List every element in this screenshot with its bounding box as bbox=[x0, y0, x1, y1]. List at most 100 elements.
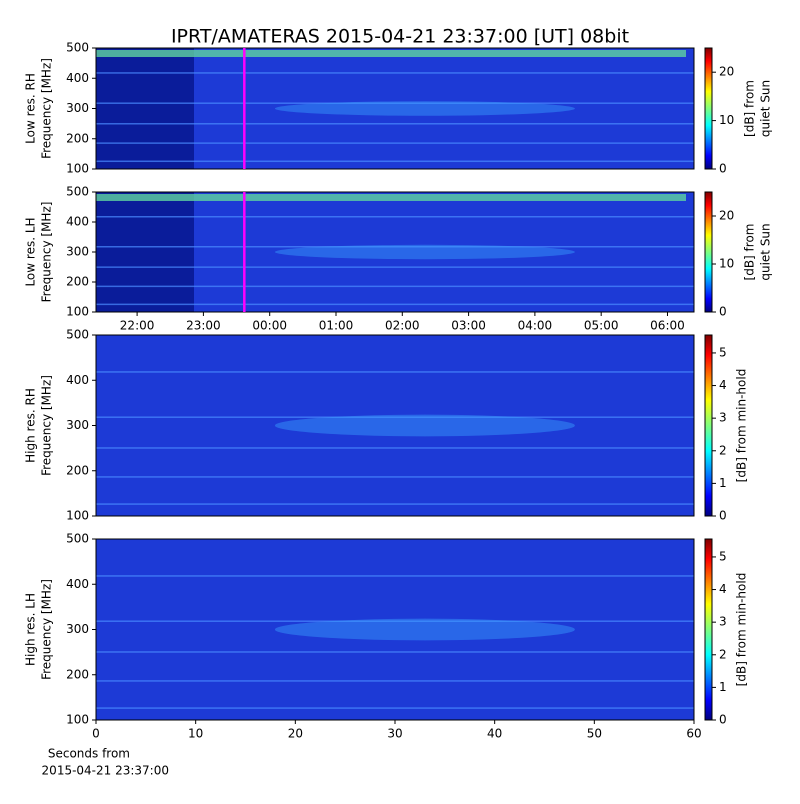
colorbar-tick-label: 3 bbox=[719, 411, 727, 425]
colorbar-label: quiet Sun bbox=[759, 80, 773, 137]
colorbar-tick-label: 0 bbox=[719, 713, 727, 727]
y-tick-label: 200 bbox=[66, 667, 89, 681]
band bbox=[96, 102, 694, 104]
x-tick-label: 20 bbox=[288, 727, 303, 741]
band bbox=[96, 503, 694, 505]
y-tick-label: 400 bbox=[66, 373, 89, 387]
colorbar-tick-label: 5 bbox=[719, 345, 727, 359]
x-tick-label: 60 bbox=[686, 727, 701, 741]
x-tick-label: 05:00 bbox=[584, 319, 619, 333]
emission bbox=[274, 618, 575, 641]
x-tick-label: 0 bbox=[92, 727, 100, 741]
colorbar-label: quiet Sun bbox=[759, 223, 773, 280]
y-tick-label: 400 bbox=[66, 215, 89, 229]
colorbar-tick-label: 20 bbox=[719, 65, 734, 79]
colorbar bbox=[704, 47, 713, 170]
colorbar-label: [dB] from bbox=[743, 224, 757, 281]
no-data-region bbox=[96, 192, 194, 312]
x-axis-label: 2015-04-21 23:37:00 bbox=[42, 764, 169, 778]
x-tick-label: 02:00 bbox=[385, 319, 420, 333]
y-tick-label: 500 bbox=[66, 41, 89, 55]
band bbox=[96, 707, 694, 709]
y-tick-label: 300 bbox=[66, 101, 89, 115]
y-tick-label: 200 bbox=[66, 275, 89, 289]
y-axis-label: Frequency [MHz] bbox=[40, 375, 54, 476]
band bbox=[96, 266, 694, 268]
band bbox=[96, 123, 694, 125]
colorbar-label: [dB] from bbox=[743, 80, 757, 137]
y-axis-label: High res. LH bbox=[24, 593, 38, 666]
colorbar bbox=[704, 191, 713, 313]
y-tick-label: 300 bbox=[66, 622, 89, 636]
y-axis-label: Low res. LH bbox=[24, 217, 38, 286]
emission bbox=[274, 101, 575, 116]
x-tick-label: 30 bbox=[387, 727, 402, 741]
band bbox=[96, 575, 694, 577]
x-tick-label: 01:00 bbox=[319, 319, 354, 333]
y-axis-label: High res. RH bbox=[24, 388, 38, 463]
colorbar-tick-label: 10 bbox=[719, 113, 734, 127]
colorbar-tick-label: 2 bbox=[719, 647, 727, 661]
band bbox=[96, 620, 694, 622]
y-tick-label: 100 bbox=[66, 713, 89, 727]
spectrogram bbox=[96, 335, 694, 516]
y-axis-label: Frequency [MHz] bbox=[40, 58, 54, 159]
y-tick-label: 100 bbox=[66, 509, 89, 523]
band bbox=[96, 142, 694, 144]
band bbox=[96, 680, 694, 682]
colorbar-tick-label: 10 bbox=[719, 257, 734, 271]
x-tick-label: 23:00 bbox=[186, 319, 221, 333]
colorbar-tick-label: 1 bbox=[719, 476, 727, 490]
band bbox=[96, 72, 694, 74]
y-tick-label: 200 bbox=[66, 131, 89, 145]
band bbox=[96, 194, 686, 201]
y-tick-label: 500 bbox=[66, 185, 89, 199]
y-tick-label: 100 bbox=[66, 305, 89, 319]
x-tick-label: 06:00 bbox=[650, 319, 685, 333]
band bbox=[96, 285, 694, 288]
spectrogram bbox=[96, 539, 694, 720]
no-data-region bbox=[96, 48, 194, 169]
y-tick-label: 200 bbox=[66, 463, 89, 477]
band bbox=[96, 246, 694, 248]
emission bbox=[274, 414, 575, 437]
y-axis-label: Frequency [MHz] bbox=[40, 202, 54, 303]
band bbox=[96, 447, 694, 449]
x-tick-label: 22:00 bbox=[120, 319, 155, 333]
y-tick-label: 400 bbox=[66, 71, 89, 85]
colorbar-tick-label: 1 bbox=[719, 680, 727, 694]
y-tick-label: 500 bbox=[66, 328, 89, 342]
y-tick-label: 500 bbox=[66, 532, 89, 546]
colorbar-tick-label: 5 bbox=[719, 549, 727, 563]
x-tick-label: 10 bbox=[188, 727, 203, 741]
colorbar bbox=[704, 538, 713, 721]
x-tick-label: 00:00 bbox=[252, 319, 287, 333]
band bbox=[96, 651, 694, 653]
colorbar-tick-label: 20 bbox=[719, 209, 734, 223]
y-axis-label: Low res. RH bbox=[24, 73, 38, 144]
colorbar-tick-label: 4 bbox=[719, 378, 727, 392]
emission bbox=[274, 244, 575, 260]
x-tick-label: 40 bbox=[487, 727, 502, 741]
y-tick-label: 300 bbox=[66, 418, 89, 432]
band bbox=[96, 371, 694, 373]
x-tick-label: 04:00 bbox=[518, 319, 553, 333]
y-tick-label: 400 bbox=[66, 577, 89, 591]
band bbox=[96, 416, 694, 418]
y-tick-label: 300 bbox=[66, 245, 89, 259]
band bbox=[96, 216, 694, 218]
colorbar-tick-label: 0 bbox=[719, 162, 727, 176]
colorbar-label: [dB] from min-hold bbox=[735, 573, 749, 687]
x-axis-label: Seconds from bbox=[48, 747, 130, 761]
spectrogram bbox=[96, 192, 694, 312]
y-axis-label: Frequency [MHz] bbox=[40, 579, 54, 680]
x-tick-label: 50 bbox=[587, 727, 602, 741]
figure-title: IPRT/AMATERAS 2015-04-21 23:37:00 [UT] 0… bbox=[171, 26, 629, 48]
colorbar-tick-label: 2 bbox=[719, 443, 727, 457]
y-tick-label: 100 bbox=[66, 162, 89, 176]
colorbar bbox=[704, 334, 713, 517]
colorbar-tick-label: 4 bbox=[719, 582, 727, 596]
colorbar-tick-label: 0 bbox=[719, 509, 727, 523]
band bbox=[96, 160, 694, 163]
